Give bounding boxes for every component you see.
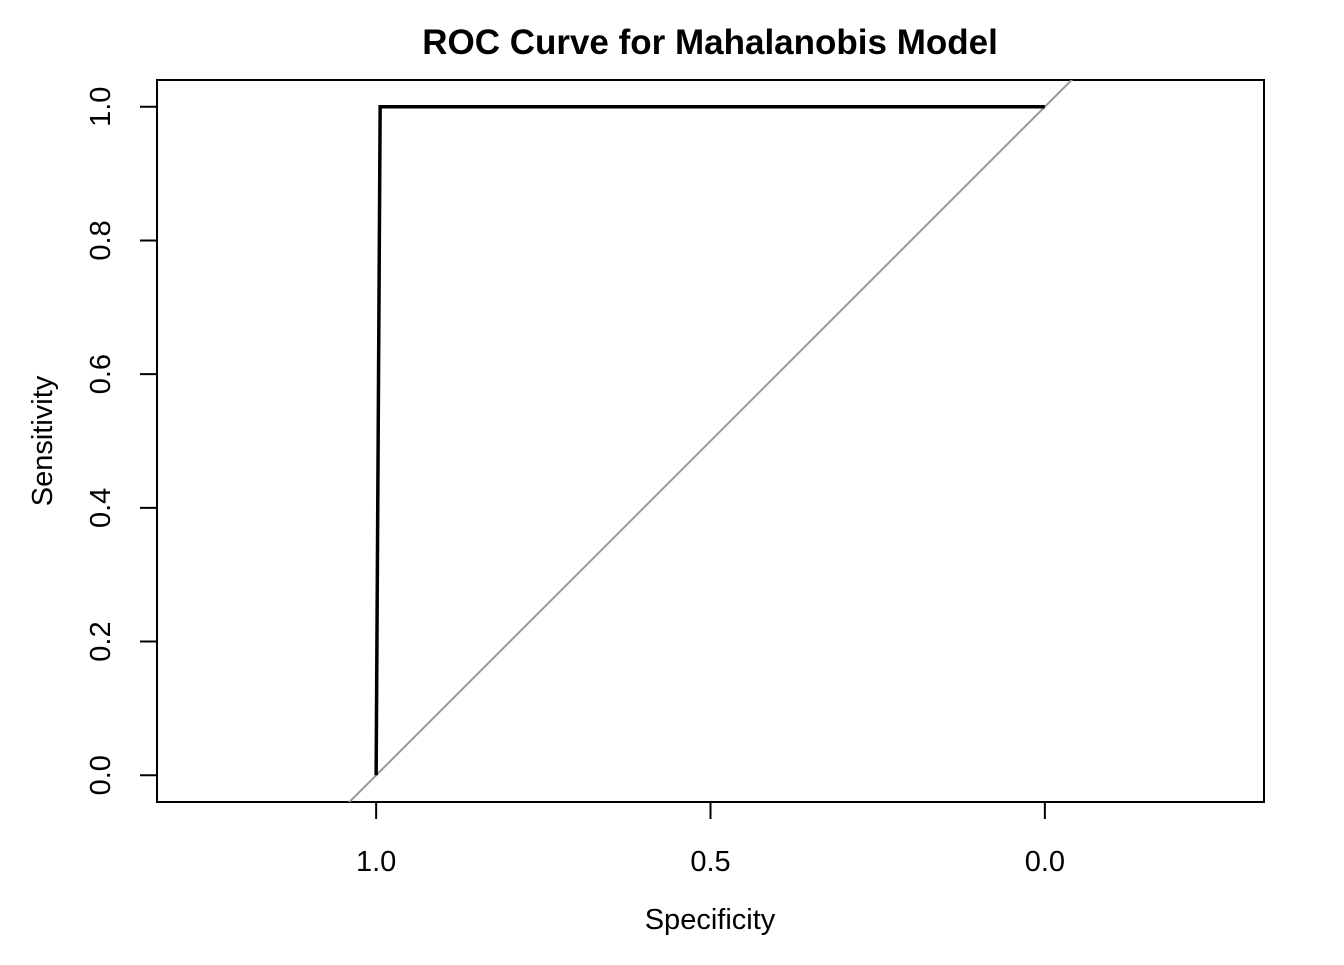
y-tick-label: 1.0 bbox=[85, 87, 117, 127]
y-tick-label: 0.4 bbox=[85, 488, 117, 528]
y-tick-label: 0.2 bbox=[85, 621, 117, 661]
reference-diagonal-line bbox=[347, 80, 1074, 802]
y-tick-label: 0.0 bbox=[85, 755, 117, 795]
y-tick-label: 0.8 bbox=[85, 220, 117, 260]
x-tick-label: 0.0 bbox=[1025, 846, 1065, 878]
series-layer bbox=[374, 104, 1045, 776]
x-tick-label: 1.0 bbox=[356, 846, 396, 878]
x-tick-label: 0.5 bbox=[690, 846, 730, 878]
roc-curve-line bbox=[374, 104, 1045, 776]
y-tick-label: 0.6 bbox=[85, 354, 117, 394]
chart-title: ROC Curve for Mahalanobis Model bbox=[422, 23, 998, 62]
y-axis: 0.0 0.2 0.4 0.6 0.8 1.0 bbox=[85, 87, 158, 795]
y-axis-label: Sensitivity bbox=[27, 375, 59, 506]
reference-layer bbox=[347, 80, 1074, 802]
x-axis: 1.0 0.5 0.0 bbox=[356, 801, 1065, 878]
x-axis-label: Specificity bbox=[645, 904, 776, 936]
